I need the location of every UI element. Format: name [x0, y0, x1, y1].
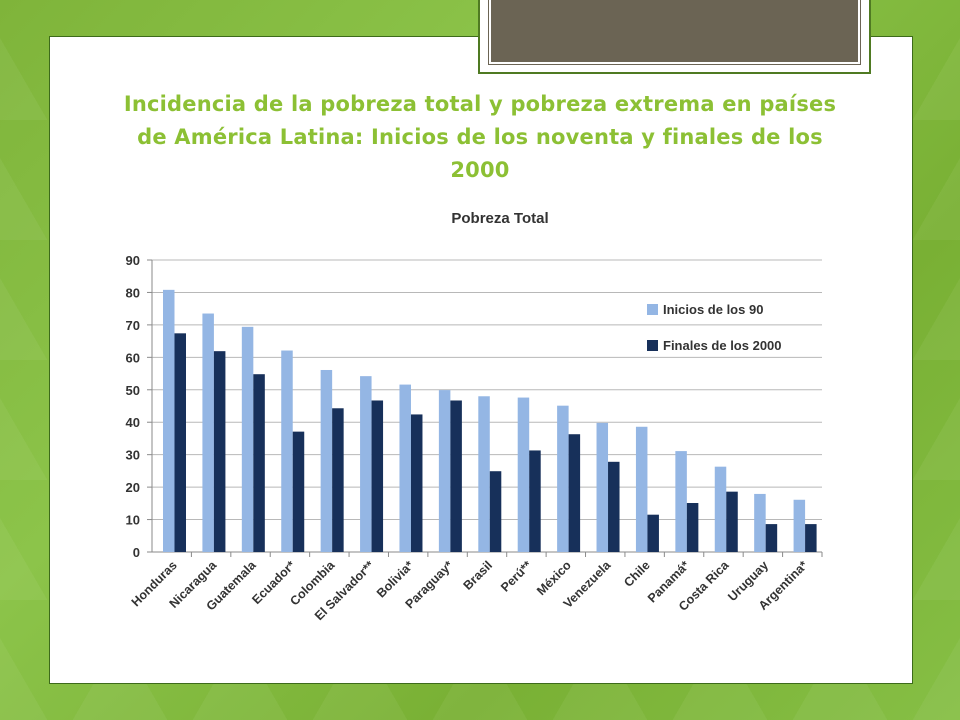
bar-inicios-90 — [281, 350, 293, 552]
bar-inicios-90 — [635, 426, 648, 552]
y-tick-label: 80 — [126, 285, 140, 300]
bar-inicios-90 — [478, 396, 490, 552]
bar-inicios-90 — [399, 384, 411, 552]
bar-inicios-90 — [557, 405, 569, 552]
bar-finales-2000 — [647, 514, 659, 552]
bar-finales-2000 — [450, 400, 462, 552]
legend: Inicios de los 90 Finales de los 2000 — [647, 302, 782, 353]
y-tick-label: 50 — [126, 383, 140, 398]
bar-inicios-90 — [675, 451, 687, 552]
chart-title: Pobreza Total — [451, 210, 548, 227]
y-tick-label: 60 — [126, 350, 140, 365]
x-category-label: México — [534, 558, 574, 598]
x-category-label: Perú** — [498, 558, 535, 595]
bar-inicios-90 — [714, 466, 727, 552]
bar-finales-2000 — [529, 450, 541, 552]
slide-title: Incidencia de la pobreza total y pobreza… — [123, 92, 837, 182]
bar-inicios-90 — [241, 326, 254, 552]
category-labels: HondurasNicaraguaGuatemalaEcuador*Colomb… — [129, 557, 811, 623]
bar-inicios-90 — [793, 499, 806, 552]
bar-finales-2000 — [332, 408, 344, 552]
legend-label: Inicios de los 90 — [663, 302, 763, 317]
y-tick-label: 90 — [126, 253, 140, 268]
bar-inicios-90 — [596, 422, 609, 552]
bar-inicios-90 — [202, 313, 214, 552]
legend-swatch — [647, 304, 658, 315]
bar-inicios-90 — [163, 289, 175, 552]
y-tick-label: 0 — [133, 545, 140, 560]
y-tick-label: 20 — [126, 480, 140, 495]
legend-label: Finales de los 2000 — [663, 338, 782, 353]
bars — [163, 289, 817, 552]
bar-inicios-90 — [754, 493, 766, 552]
bar-finales-2000 — [805, 524, 817, 552]
bar-finales-2000 — [410, 414, 423, 552]
x-category-label: Brasil — [461, 558, 495, 592]
bar-inicios-90 — [517, 397, 530, 552]
y-tick-label: 30 — [126, 448, 140, 463]
bar-inicios-90 — [320, 369, 333, 552]
bar-finales-2000 — [489, 471, 502, 552]
x-category-label: Chile — [621, 558, 653, 590]
bar-finales-2000 — [213, 351, 226, 552]
bar-finales-2000 — [253, 374, 265, 552]
bar-finales-2000 — [765, 524, 778, 552]
y-tick-label: 40 — [126, 415, 140, 430]
y-tick-label: 70 — [126, 318, 140, 333]
bar-finales-2000 — [292, 431, 305, 552]
bar-finales-2000 — [174, 333, 186, 552]
legend-swatch — [647, 340, 658, 351]
bar-finales-2000 — [371, 400, 384, 552]
bar-finales-2000 — [568, 434, 581, 552]
bar-inicios-90 — [438, 390, 451, 552]
bar-finales-2000 — [726, 491, 738, 552]
decorative-image-placeholder — [489, 0, 860, 64]
bar-finales-2000 — [608, 461, 620, 552]
bar-inicios-90 — [360, 376, 372, 552]
bar-finales-2000 — [686, 503, 699, 552]
slide-content-panel — [49, 36, 913, 684]
y-tick-label: 10 — [126, 513, 140, 528]
